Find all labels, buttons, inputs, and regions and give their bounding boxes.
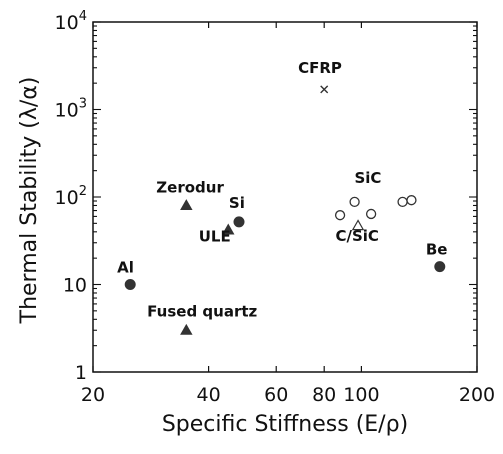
y-axis-label: Thermal Stability (λ/α) [17,77,42,325]
y-tick-label-2: 102 [55,184,87,209]
point-label-2: Zerodur [156,179,224,197]
x-tick-label-5: 200 [459,384,495,406]
data-markers [124,85,446,335]
point-label-5: CFRP [298,59,342,77]
y-tick-label-4: 104 [55,9,87,34]
point-label-6: SiC [354,169,381,187]
point-label-4: ULE [199,228,231,246]
data-point-7 [349,196,360,208]
x-tick-label-2: 60 [264,384,288,406]
data-point-5 [320,85,329,94]
x-tick-label-1: 40 [197,384,221,406]
x-tick-label-4: 100 [343,384,379,406]
point-label-8: Be [426,241,448,259]
data-point-11 [406,195,417,206]
data-point-8 [351,219,365,231]
data-point-4 [233,216,245,228]
y-tick-label-3: 103 [55,97,87,122]
x-tick-label-0: 20 [81,384,105,406]
point-label-1: Fused quartz [147,303,257,321]
data-point-6 [334,210,346,221]
point-label-7: C/SiC [335,227,378,245]
data-point-1 [180,323,193,335]
x-tick-label-3: 80 [312,384,336,406]
data-point-12 [434,261,446,273]
data-point-9 [365,208,377,220]
data-point-10 [397,196,408,208]
y-tick-label-1: 10 [63,275,87,297]
x-axis-label: Specific Stiffness (E/ρ) [162,412,408,437]
axis-ticks [92,21,478,373]
point-label-0: Al [117,258,134,276]
data-point-0 [124,279,136,290]
point-annotations: Al Fused quartz Zerodur Si ULE CFRP SiC C/SiC Be [117,59,447,320]
data-point-3 [222,223,235,235]
data-point-2 [180,199,193,210]
y-tick-label-0: 1 [75,362,87,384]
tick-labels: 20 40 60 80 100 200 1 10 102 103 104 [55,9,496,406]
point-label-3: Si [229,194,245,212]
